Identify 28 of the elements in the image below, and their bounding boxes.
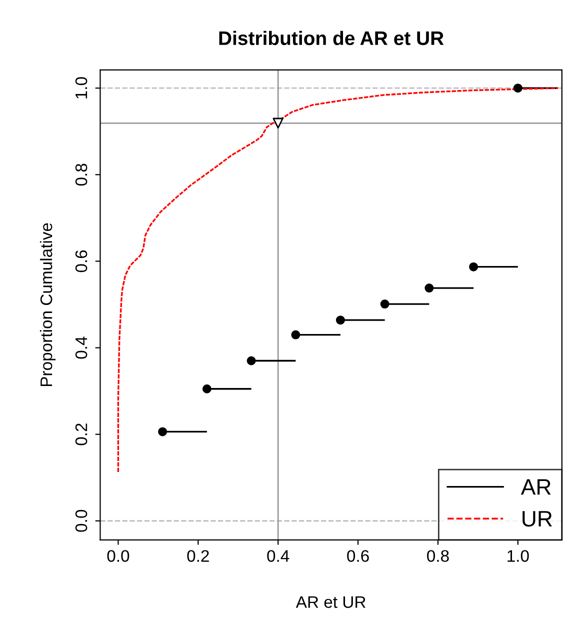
point: [513, 84, 522, 93]
point: [272, 118, 284, 129]
point: [202, 384, 212, 394]
point: [469, 262, 478, 272]
point: [424, 284, 434, 293]
legend-label: UR: [522, 511, 552, 527]
y-tick-label: 1.0: [75, 77, 88, 98]
x-tick-label: 1.0: [508, 550, 529, 562]
point: [336, 316, 345, 325]
y-tick-label: 0.8: [75, 164, 88, 186]
x-axis-title: AR et UR: [296, 596, 366, 608]
point: [291, 330, 300, 340]
legend-label: AR: [520, 479, 551, 495]
y-tick-label: 0.0: [75, 510, 88, 532]
x-tick-label: 0.2: [187, 550, 209, 562]
line-series: [117, 87, 559, 473]
x-tick-label: 0.6: [347, 550, 369, 562]
chart-title: Distribution de AR et UR: [219, 30, 444, 46]
point: [246, 356, 256, 366]
y-axis-title: Proportion Cumulative: [40, 223, 56, 386]
point: [158, 427, 168, 436]
y-tick-label: 0.4: [75, 336, 88, 359]
y-tick-label: 0.6: [75, 250, 88, 272]
point: [380, 300, 390, 309]
x-tick-label: 0.0: [107, 550, 130, 562]
x-tick-label: 0.4: [267, 550, 290, 562]
x-tick-label: 0.8: [427, 550, 449, 562]
y-tick-label: 0.2: [75, 424, 88, 446]
